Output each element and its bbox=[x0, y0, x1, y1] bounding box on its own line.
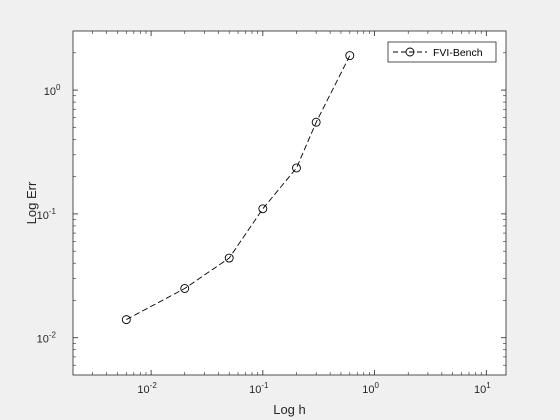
data-point bbox=[224, 253, 234, 263]
data-point bbox=[258, 204, 268, 214]
plot-area bbox=[73, 31, 506, 375]
axes-box bbox=[72, 30, 507, 376]
legend-entry-label: FVI-Bench bbox=[433, 47, 483, 59]
series-markers bbox=[121, 51, 355, 325]
y-axis-label: Log Err bbox=[24, 181, 39, 224]
data-point bbox=[311, 117, 321, 127]
data-point bbox=[121, 315, 131, 325]
legend-marker-sample bbox=[405, 47, 415, 57]
data-point bbox=[180, 284, 190, 293]
x-axis-label: Log h bbox=[273, 402, 306, 417]
series-line bbox=[126, 55, 351, 320]
legend: FVI-Bench bbox=[387, 41, 497, 63]
data-point bbox=[345, 51, 355, 61]
data-point bbox=[292, 163, 301, 173]
major-ticks bbox=[73, 31, 506, 375]
legend-box bbox=[387, 41, 497, 63]
minor-ticks bbox=[73, 31, 506, 375]
